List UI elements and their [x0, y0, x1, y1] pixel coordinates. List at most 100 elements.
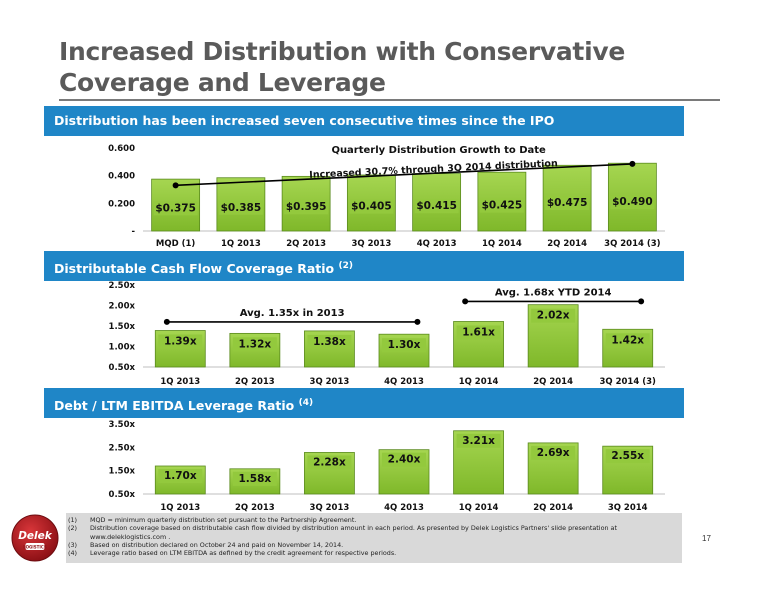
chart-1-category-label: 2Q 2013: [235, 377, 275, 387]
delek-logo: Delek LOGISTICS: [11, 514, 59, 562]
chart-1-data-label-box: [232, 337, 277, 352]
chart-2-data-label-box: [456, 433, 501, 448]
chart-2-data-label: 1.58x: [239, 473, 272, 485]
chart-0-category-label: 2Q 2014: [547, 239, 587, 249]
chart-0-trend-end-marker: [629, 160, 636, 167]
chart-2-data-label: 2.28x: [313, 456, 346, 468]
footnote-3: (3) Based on distribution declared on Oc…: [68, 540, 344, 549]
chart-0-data-label: $0.490: [612, 196, 653, 208]
chart-2-category-label: 3Q 2013: [310, 503, 350, 513]
chart-0-data-label-box: [479, 198, 524, 213]
chart-0-y-tick-label: -: [131, 227, 135, 237]
chart-2-category-label: 2Q 2013: [235, 503, 275, 513]
chart-0-category-label: 1Q 2013: [221, 239, 261, 249]
chart-1-data-label-box: [307, 334, 352, 349]
chart-1-data-label: 1.61x: [462, 326, 495, 338]
chart-1-category-label: 4Q 2013: [384, 377, 424, 387]
coverage-footnote-ref: (2): [338, 261, 354, 271]
chart-0-title: Quarterly Distribution Growth to Date: [331, 145, 546, 156]
footnotes: (1) MQD = minimum quarterly distribution…: [66, 513, 682, 563]
chart-1-data-label: 1.38x: [313, 336, 346, 348]
chart-1-category-label: 3Q 2013: [310, 377, 350, 387]
chart-2-category-label: 3Q 2014: [608, 503, 648, 513]
chart-2-data-label: 2.55x: [611, 450, 644, 462]
chart-2-data-label-box: [531, 445, 576, 460]
chart-1-category-label: 2Q 2014: [533, 377, 573, 387]
chart-0-data-label: $0.475: [547, 197, 588, 209]
chart-0-data-label: $0.405: [351, 201, 392, 213]
chart-0-data-label-box: [414, 199, 459, 214]
chart-1-category-label: 1Q 2014: [459, 377, 499, 387]
chart-1-average-label: Avg. 1.68x YTD 2014: [495, 287, 612, 298]
chart-2-data-label: 2.69x: [537, 447, 570, 459]
chart-1-y-tick-label: 2.00x: [109, 302, 136, 312]
chart-1-data-label-box: [456, 325, 501, 340]
chart-0-data-label: $0.425: [482, 200, 523, 212]
chart-2-category-label: 4Q 2013: [384, 503, 424, 513]
chart-2-data-label-box: [382, 452, 426, 467]
chart-2-data-label-box: [307, 455, 352, 470]
chart-0-y-tick-label: 0.200: [108, 199, 135, 209]
chart-0-data-label-box: [153, 201, 198, 216]
chart-1-data-label: 1.42x: [611, 334, 644, 346]
chart-1-data-label: 1.32x: [239, 338, 272, 350]
chart-2-data-label-box: [158, 469, 203, 483]
leverage-chart: 0.50x 1.50x 2.50x 3.50x 1.70x 1.58x 2.28x 2.40x…: [109, 420, 665, 513]
chart-1-average-end-marker: [638, 298, 645, 305]
chart-0-category-label: 3Q 2014 (3): [604, 239, 661, 249]
chart-2-category-label: 2Q 2014: [533, 503, 573, 513]
chart-0-category-label: 1Q 2014: [482, 239, 522, 249]
chart-2-y-tick-label: 3.50x: [109, 420, 136, 430]
footnote-1: (1) MQD = minimum quarterly distribution…: [68, 516, 357, 524]
chart-1-average-end-marker: [414, 318, 421, 325]
chart-1-average-start-marker: [462, 298, 469, 305]
leverage-footnote-ref: (4): [298, 398, 314, 408]
chart-0-category-label: 3Q 2013: [351, 239, 391, 249]
chart-0-data-label-box: [218, 200, 263, 215]
chart-1-data-label-box: [158, 334, 203, 349]
chart-0-data-label-box: [284, 200, 329, 215]
chart-1-average-label: Avg. 1.35x in 2013: [240, 308, 345, 319]
coverage-section-header: Distributable Cash Flow Coverage Ratio (…: [44, 251, 684, 281]
distribution-section-header: Distribution has been increased seven co…: [44, 106, 684, 136]
footnote-4: (4) Leverage ratio based on LTM EBITDA a…: [68, 549, 397, 558]
chart-1-data-label: 1.30x: [388, 339, 421, 351]
chart-0-category-label: MQD (1): [156, 239, 195, 249]
chart-0-y-tick-label: 0.400: [108, 172, 135, 182]
chart-0-category-label: 4Q 2013: [417, 239, 457, 249]
chart-1-data-label-box: [531, 308, 576, 323]
chart-1-y-tick-label: 1.00x: [109, 343, 136, 353]
chart-0-data-label-box: [610, 195, 655, 210]
chart-1-data-label-box: [382, 338, 426, 353]
chart-0-data-label: $0.375: [155, 202, 196, 214]
chart-1-average-start-marker: [163, 318, 170, 325]
distribution-chart: - 0.200 0.400 0.600 $0.375 $0.385 $0.395 $0.405…: [108, 144, 665, 249]
page-number: 17: [702, 534, 711, 543]
chart-1-data-label: 1.39x: [164, 336, 197, 348]
chart-2-y-tick-label: 1.50x: [109, 467, 136, 477]
chart-2-data-label: 1.70x: [164, 470, 197, 482]
leverage-section-header: Debt / LTM EBITDA Leverage Ratio (4): [44, 388, 684, 418]
logo-sub: LOGISTICS: [23, 544, 47, 549]
chart-0-data-label: $0.395: [286, 201, 327, 213]
chart-1-category-label: 1Q 2013: [160, 377, 200, 387]
chart-0-trend-start-marker: [172, 182, 179, 189]
chart-2-data-label-box: [605, 449, 650, 464]
chart-0-data-label: $0.415: [416, 200, 457, 212]
chart-0-trend-line: [175, 163, 633, 187]
page-title: Increased Distribution with Conservative…: [59, 37, 625, 97]
chart-2-category-label: 1Q 2014: [459, 503, 499, 513]
chart-1-data-label-box: [605, 333, 650, 348]
chart-1-y-tick-label: 2.50x: [109, 281, 136, 291]
chart-2-data-label-box: [232, 471, 277, 486]
footnote-2: (2) Distribution coverage based on distr…: [68, 524, 617, 541]
chart-2-y-tick-label: 0.50x: [109, 490, 136, 500]
coverage-chart: 0.50x 1.00x 1.50x 2.00x 2.50x 1.39x 1.32x 1.38x…: [109, 281, 665, 387]
logo-name: Delek: [18, 530, 53, 542]
chart-0-data-label-box: [349, 199, 394, 214]
chart-0-data-label-box: [545, 196, 590, 211]
chart-1-y-tick-label: 0.50x: [109, 363, 136, 373]
chart-0-data-label: $0.385: [221, 202, 262, 214]
chart-2-y-tick-label: 2.50x: [109, 443, 136, 453]
chart-1-data-label: 2.02x: [537, 310, 570, 322]
